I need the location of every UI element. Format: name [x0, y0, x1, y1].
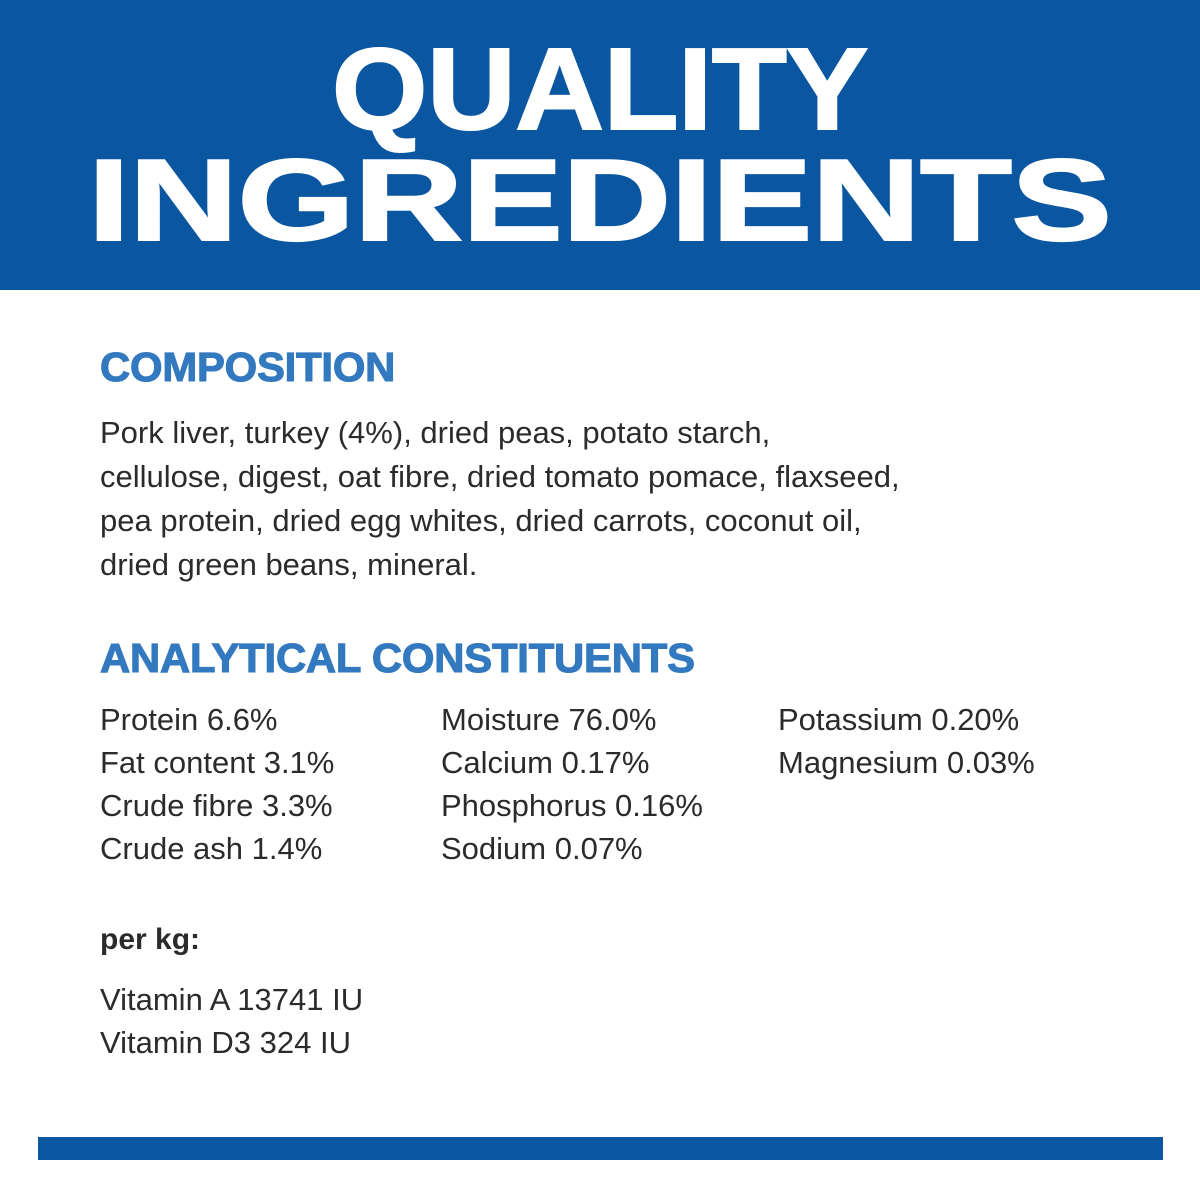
constituent-item: Crude fibre 3.3% [100, 788, 333, 824]
composition-text: Pork liver, turkey (4%), dried peas, pot… [100, 411, 1110, 587]
constituent-item: Potassium 0.20% [778, 702, 1020, 738]
content-column: COMPOSITION Pork liver, turkey (4%), dri… [99, 290, 1120, 1064]
composition-line: cellulose, digest, oat fibre, dried toma… [100, 459, 900, 495]
vitamin-item: Vitamin D3 324 IU [100, 1025, 351, 1061]
constituents-column-1: Protein 6.6% Fat content 3.1% Crude fibr… [100, 698, 441, 870]
constituent-item: Sodium 0.07% [441, 831, 643, 867]
analytical-constituents-heading: ANALYTICAL CONSTITUENTS [99, 635, 695, 682]
constituent-item: Calcium 0.17% [441, 745, 650, 781]
composition-line: Pork liver, turkey (4%), dried peas, pot… [100, 415, 771, 451]
vitamins-list: Vitamin A 13741 IU Vitamin D3 324 IU [100, 978, 1120, 1064]
composition-heading: COMPOSITION [99, 344, 396, 390]
composition-line: dried green beans, mineral. [100, 547, 478, 583]
composition-line: pea protein, dried egg whites, dried car… [100, 503, 862, 539]
analytical-constituents-grid: Protein 6.6% Fat content 3.1% Crude fibr… [100, 698, 1120, 870]
constituent-item: Moisture 76.0% [441, 702, 657, 738]
header-title-line-2: INGREDIENTS [87, 135, 1114, 265]
constituent-item: Protein 6.6% [100, 702, 278, 738]
header-title-line-1: QUALITY [331, 24, 870, 155]
header-banner: QUALITY INGREDIENTS [0, 0, 1200, 290]
per-kg-label: per kg: [100, 923, 201, 957]
constituents-column-2: Moisture 76.0% Calcium 0.17% Phosphorus … [441, 698, 778, 870]
constituent-item: Magnesium 0.03% [778, 745, 1035, 781]
constituent-item: Fat content 3.1% [100, 745, 335, 781]
constituents-column-3: Potassium 0.20% Magnesium 0.03% [778, 698, 1118, 870]
constituent-item: Phosphorus 0.16% [441, 788, 703, 824]
vitamin-item: Vitamin A 13741 IU [100, 982, 364, 1018]
constituent-item: Crude ash 1.4% [100, 831, 323, 867]
footer-divider-bar [38, 1137, 1163, 1160]
body-area: COMPOSITION Pork liver, turkey (4%), dri… [0, 290, 1200, 1200]
